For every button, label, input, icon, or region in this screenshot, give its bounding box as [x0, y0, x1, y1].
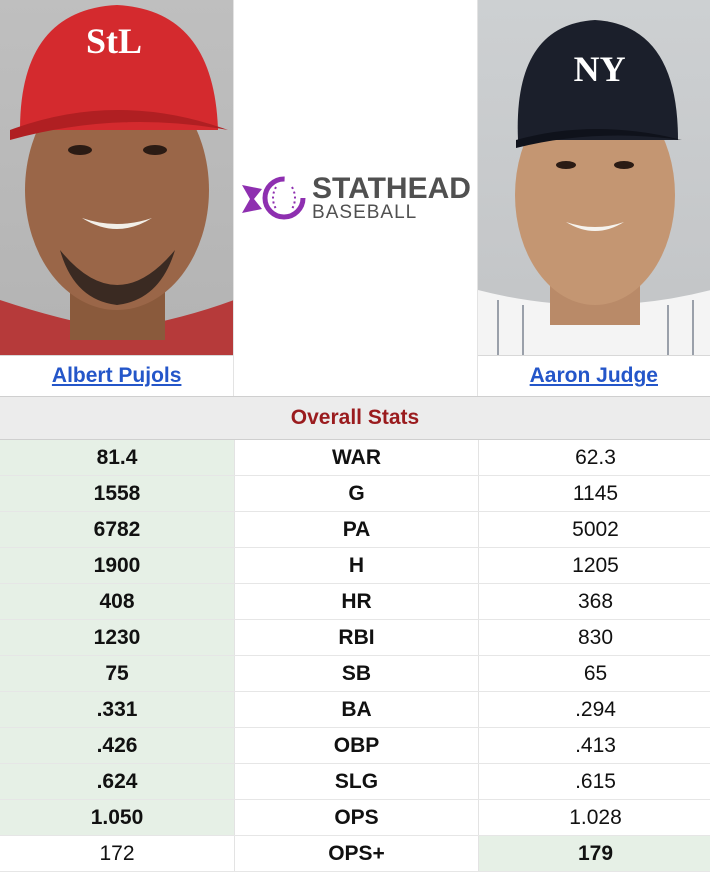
stat-label: HR — [235, 584, 479, 620]
stat-label: H — [235, 548, 479, 584]
stat-label: G — [235, 476, 479, 512]
stat-value-left: 172 — [0, 836, 235, 872]
stat-value-left: 1230 — [0, 620, 235, 656]
cap-logo-left: StL — [86, 20, 142, 62]
stat-value-right: 179 — [479, 836, 710, 872]
comparison-header: StL Albert Pujols STATHEAD BASEBALL — [0, 0, 710, 397]
stat-value-left: .624 — [0, 764, 235, 800]
stat-label: PA — [235, 512, 479, 548]
stat-value-left: 6782 — [0, 512, 235, 548]
stat-value-right: 1145 — [479, 476, 710, 512]
stat-value-right: 368 — [479, 584, 710, 620]
stat-label: OBP — [235, 728, 479, 764]
stat-value-left: .426 — [0, 728, 235, 764]
stat-value-right: 830 — [479, 620, 710, 656]
player-right-name-cell: Aaron Judge — [478, 355, 710, 396]
player-left-link[interactable]: Albert Pujols — [52, 364, 182, 388]
stat-value-right: 5002 — [479, 512, 710, 548]
stat-value-right: .413 — [479, 728, 710, 764]
stathead-logo: STATHEAD BASEBALL — [240, 174, 471, 222]
logo-subtitle: BASEBALL — [312, 204, 471, 222]
stat-label: OPS+ — [235, 836, 479, 872]
cap-logo-right: NY — [574, 48, 626, 90]
player-left-column: StL Albert Pujols — [0, 0, 233, 396]
stat-value-right: .615 — [479, 764, 710, 800]
stat-label: OPS — [235, 800, 479, 836]
stat-value-right: 62.3 — [479, 440, 710, 476]
stat-value-left: 408 — [0, 584, 235, 620]
stat-value-right: 1205 — [479, 548, 710, 584]
logo-area: STATHEAD BASEBALL — [233, 0, 477, 396]
stat-label: WAR — [235, 440, 479, 476]
stat-label: RBI — [235, 620, 479, 656]
stat-value-right: .294 — [479, 692, 710, 728]
stat-value-left: .331 — [0, 692, 235, 728]
stat-label: BA — [235, 692, 479, 728]
logo-title: STATHEAD — [312, 174, 471, 204]
player-right-column: NY Aaron Judge — [478, 0, 710, 396]
stat-value-left: 75 — [0, 656, 235, 692]
player-left-photo: StL — [0, 0, 233, 355]
baseball-stitch-icon — [240, 175, 308, 221]
stat-value-left: 1900 — [0, 548, 235, 584]
stat-value-right: 1.028 — [479, 800, 710, 836]
player-right-link[interactable]: Aaron Judge — [530, 364, 658, 388]
section-header: Overall Stats — [0, 397, 710, 440]
stat-value-left: 1558 — [0, 476, 235, 512]
stat-value-left: 81.4 — [0, 440, 235, 476]
stat-label: SB — [235, 656, 479, 692]
stat-label: SLG — [235, 764, 479, 800]
player-left-name-cell: Albert Pujols — [0, 355, 233, 396]
stat-value-right: 65 — [479, 656, 710, 692]
section-title: Overall Stats — [291, 406, 419, 430]
stat-value-left: 1.050 — [0, 800, 235, 836]
player-right-photo: NY — [478, 0, 710, 355]
